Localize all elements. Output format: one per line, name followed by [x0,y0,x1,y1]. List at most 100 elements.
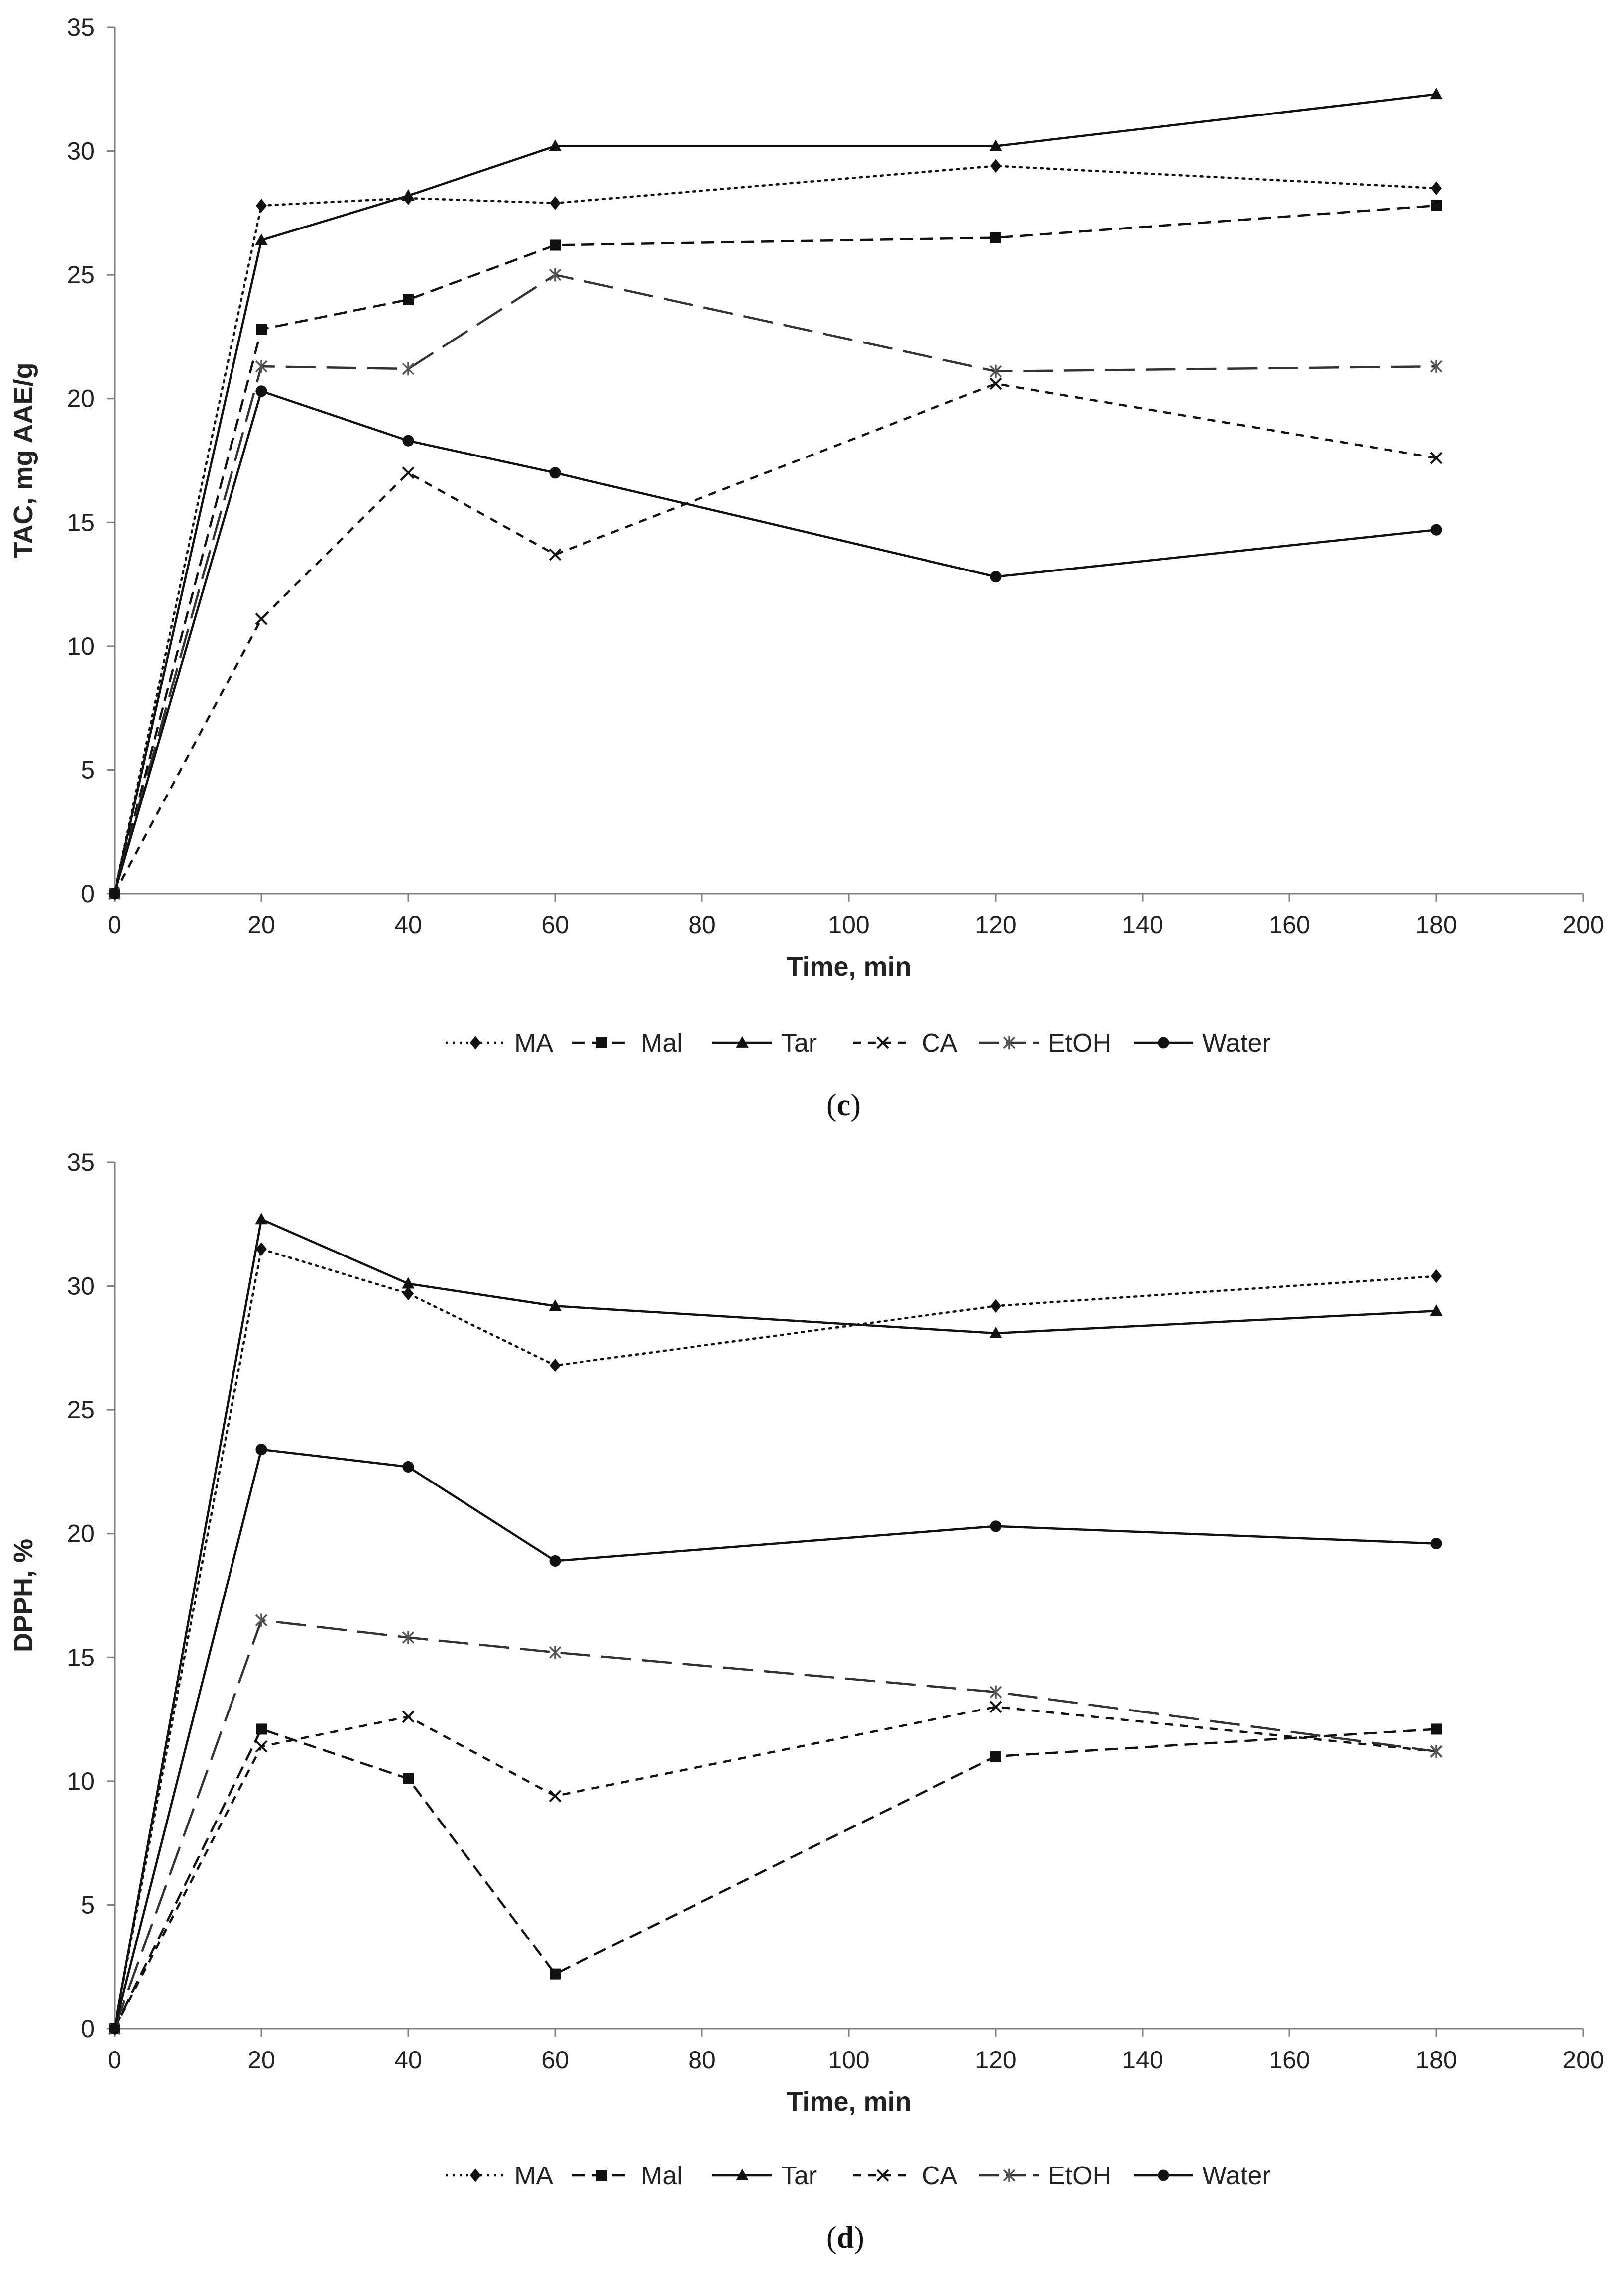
data-point-mal [1431,200,1442,211]
legend-item-etoh: EtOH [979,1029,1111,1058]
legend-item-etoh: EtOH [979,2162,1111,2190]
x-tick-label: 0 [108,2046,121,2074]
series-line-water [113,390,1437,894]
x-tick-label: 20 [247,911,275,939]
series-etoh [108,268,1443,901]
series-water [109,385,1442,900]
data-point-water [1430,524,1442,536]
legend-item-mal: Mal [572,2162,683,2190]
y-tick-label: 15 [67,1643,95,1671]
data-point-water [1430,1538,1442,1550]
legend: MA Mal Tar CA EtOH Water [446,1029,1271,1058]
x-tick-label: 40 [394,2046,422,2074]
legend-label-mal: Mal [641,1029,683,1058]
legend-marker-tar [736,2168,749,2180]
data-point-etoh [402,362,415,376]
data-point-ca [989,1701,1002,1713]
legend-marker-etoh [1003,2168,1016,2182]
series-mal [109,1723,1442,2034]
data-point-tar [255,1213,268,1225]
data-point-tar [989,139,1002,151]
legend-label-tar: Tar [781,1029,817,1058]
legend-label-mal: Mal [641,2162,683,2190]
x-tick-label: 160 [1269,2046,1310,2074]
x-tick-label: 140 [1122,2046,1163,2074]
y-tick-label: 25 [67,1396,95,1424]
y-tick-label: 25 [67,261,95,289]
y-tick-label: 5 [81,756,95,784]
chart-panel-d: 0 5 10 15 20 25 30 35 0 20 40 60 80 100 120 140 160 180 20… [8,1148,1604,2255]
data-point-ca [989,377,1002,390]
panel-label: (c) [826,1088,861,1122]
series-water [109,1444,1442,2035]
data-point-tar [989,1326,1002,1338]
data-point-water [990,1520,1002,1532]
x-tick-label: 40 [394,911,422,939]
data-point-water [549,1555,561,1567]
legend-item-ca: CA [853,2162,958,2190]
series-line-ma [113,1248,1438,2030]
legend-label-water: Water [1202,2162,1271,2190]
x-tick-label: 180 [1415,911,1457,939]
legend-label-tar: Tar [781,2162,817,2190]
y-tick-label: 20 [67,385,95,413]
data-point-mal [990,232,1001,243]
data-point-water [255,385,267,397]
series-line-water [113,1448,1437,2029]
legend-marker-etoh [1003,1036,1016,1050]
data-point-ma [550,1358,561,1372]
legend-label-ca: CA [922,2162,958,2190]
data-point-ca [402,466,415,479]
data-point-mal [1431,1723,1442,1735]
y-tick-label: 0 [81,2015,95,2043]
series-line-ma [113,165,1438,895]
data-point-mal [550,1968,561,1980]
legend-label-ma: MA [514,2162,553,2190]
legend-marker-mal [596,1037,607,1048]
data-point-ca [549,1790,562,1803]
series-line-tar [113,1218,1437,2029]
y-tick-label: 10 [67,1767,95,1795]
data-point-ca [255,1740,268,1753]
series-line-mal [113,1728,1437,2029]
legend-label-water: Water [1202,1029,1271,1058]
data-point-etoh [989,364,1002,378]
legend-label-etoh: EtOH [1048,1029,1111,1058]
legend: MA Mal Tar CA EtOH Water [446,2162,1271,2190]
data-point-ma [1431,181,1442,195]
legend-label-ca: CA [922,1029,958,1058]
legend-marker-ca [876,1036,889,1049]
legend-marker-water [1158,2169,1169,2181]
x-tick-label: 80 [688,2046,716,2074]
data-point-tar [549,1299,562,1311]
data-point-etoh [549,268,562,282]
y-tick-label: 20 [67,1520,95,1548]
legend-label-etoh: EtOH [1048,2162,1111,2190]
data-point-tar [1430,1304,1443,1316]
data-point-water [402,1461,414,1473]
data-point-mal [990,1751,1001,1762]
data-point-ca [402,1711,415,1723]
x-tick-label: 160 [1269,911,1310,939]
y-tick-label: 10 [67,632,95,660]
x-tick-label: 120 [975,2046,1016,2074]
data-point-ma [256,1242,267,1256]
data-point-tar [402,189,415,201]
data-point-ma [990,159,1001,173]
x-axis-title: Time, min [786,2087,911,2117]
data-point-etoh [549,1646,562,1659]
data-point-water [990,571,1002,583]
legend-item-tar: Tar [712,2162,817,2190]
series-line-ca [114,382,1437,895]
legend-item-water: Water [1134,2162,1271,2190]
data-point-mal [403,1773,414,1784]
data-point-water [109,888,120,900]
x-tick-label: 0 [108,911,121,939]
legend-marker-ma [470,2168,481,2182]
panel-label: (d) [826,2221,864,2255]
data-point-tar [402,1277,415,1289]
legend-marker-ma [470,1036,481,1050]
series-ma [109,159,1442,901]
y-tick-label: 35 [67,1148,95,1176]
data-point-ma [1431,1269,1442,1283]
